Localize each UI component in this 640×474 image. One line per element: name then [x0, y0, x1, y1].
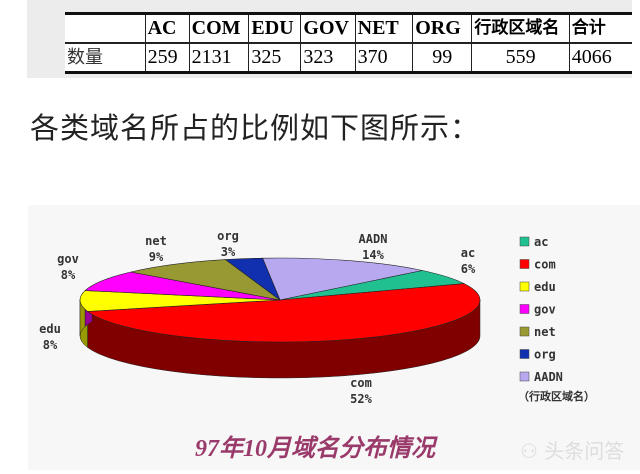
slice-label-gov: gov [57, 252, 79, 266]
legend-swatch-edu [519, 281, 530, 292]
header-cell: 合计 [568, 13, 632, 44]
slice-percent-edu: 8% [43, 338, 58, 352]
pie-slice-com [86, 283, 481, 343]
row-label: 数量 [67, 47, 103, 68]
slice-label-com: com [350, 376, 372, 390]
pie-slice-gov [84, 271, 281, 301]
value-cell: 4066 [568, 43, 632, 73]
value-cell: 323 [300, 43, 356, 73]
legend-label-ac: ac [534, 235, 548, 249]
slice-label-edu: edu [39, 322, 61, 336]
slice-label-net: net [145, 234, 167, 248]
domain-count-table: AC COM EDU GOV NET ORG 行政区域名 合计 数量 259 2… [65, 12, 632, 74]
header-cell: 行政区域名 [471, 13, 570, 44]
legend-swatch-gov [519, 304, 530, 314]
header-cell: GOV [300, 13, 356, 44]
slice-percent-net: 9% [149, 250, 164, 264]
legend-label-gov: gov [534, 303, 556, 317]
header-cell [65, 13, 146, 44]
legend-label-net: net [534, 325, 556, 339]
slice-label-org: org [217, 229, 239, 243]
chart-area: AADN 14% ac 6% com 52% edu 8% gov 8% net 9% org 3% ac c… [28, 205, 640, 470]
slice-percent-AADN: 14% [362, 248, 384, 262]
header-cell: EDU [248, 13, 301, 44]
legend-note: （行政区域名） [518, 389, 595, 403]
header-cell: NET [354, 13, 413, 44]
watermark-logo: ⚇ 头条问答 [520, 439, 625, 463]
slice-label-AADN: AADN [359, 232, 388, 246]
pie-chart: AADN 14% ac 6% com 52% edu 8% gov 8% net 9% org 3% ac c… [39, 229, 595, 406]
value-cell: 559 [471, 43, 570, 73]
table-row: 数量 259 2131 325 323 370 99 559 4066 [65, 43, 632, 73]
legend-label-org: org [534, 348, 556, 362]
table-panel: AC COM EDU GOV NET ORG 行政区域名 合计 数量 259 2… [27, 0, 632, 78]
slice-percent-ac: 6% [461, 262, 476, 276]
legend-swatch-AADN [519, 371, 530, 382]
header-cell: COM [188, 13, 249, 44]
pie-slice-org [224, 257, 281, 301]
header-cell: ORG [412, 13, 472, 44]
slice-percent-gov: 8% [61, 268, 76, 282]
value-cell: 2131 [188, 43, 249, 73]
chart-title: 97年10月域名分布情况 [195, 436, 435, 462]
value-cell: 370 [354, 43, 413, 73]
header-cell: AC [144, 13, 190, 44]
pie-slice-AADN [262, 257, 423, 301]
legend-swatch-net [519, 326, 530, 337]
value-cell: 259 [144, 43, 190, 73]
slice-percent-com: 52% [350, 392, 372, 406]
table-header-row: AC COM EDU GOV NET ORG 行政区域名 合计 [65, 13, 632, 44]
value-cell: 99 [412, 43, 472, 73]
pie-slice-net [130, 259, 281, 301]
value-cell: 325 [248, 43, 301, 73]
legend-swatch-org [519, 349, 530, 359]
legend-swatch-com [519, 259, 530, 269]
legend-label-AADN: AADN [534, 370, 563, 384]
pie-slice-edu [79, 290, 281, 312]
section-heading: 各类域名所占的比例如下图所示： [30, 111, 481, 145]
legend-label-edu: edu [534, 280, 556, 294]
slice-percent-org: 3% [221, 245, 236, 259]
legend-swatch-ac [519, 236, 530, 247]
legend-label-com: com [534, 258, 556, 272]
slice-label-ac: ac [461, 246, 475, 260]
